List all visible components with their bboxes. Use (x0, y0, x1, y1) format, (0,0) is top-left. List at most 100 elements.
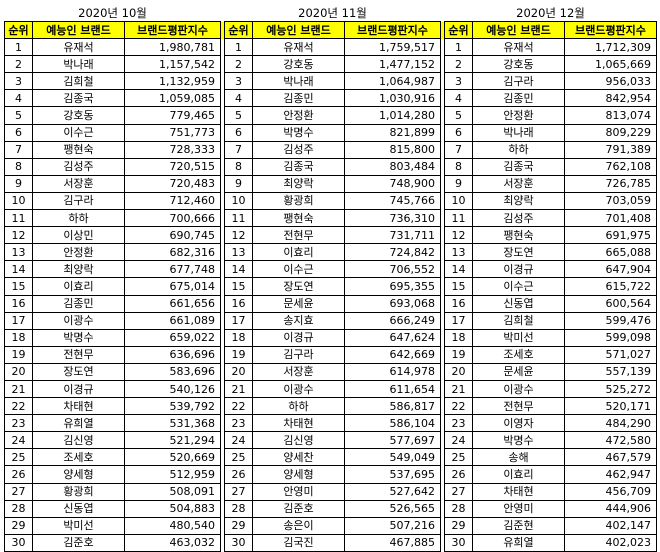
nov-reputation-index-cell: 577,697 (344, 431, 441, 450)
month-title-dec: 2020년 12월 (516, 6, 585, 20)
nov-brand-name-cell: 박나래 (252, 72, 345, 91)
nov-reputation-index-cell: 1,759,517 (344, 38, 441, 57)
nov-brand-name-cell: 이효리 (252, 243, 345, 262)
nov-rank-cell: 22 (224, 397, 253, 416)
dec-brand-name-cell: 이영자 (472, 414, 565, 433)
dec-rank-cell: 5 (444, 106, 473, 125)
table-row: 7 팽현숙 728,333 7 김성주 815,800 7 하하 791,389 (4, 140, 657, 159)
nov-brand-name-cell: 하하 (252, 397, 345, 416)
table-row: 10 김구라 712,460 10 황광희 745,766 10 최양락 703,059 (4, 191, 657, 211)
nov-brand-name-cell: 최양락 (252, 174, 345, 193)
oct-brand-name-cell: 이광수 (32, 311, 125, 330)
oct-reputation-index-cell: 540,126 (124, 379, 221, 399)
oct-brand-name-cell: 이경규 (32, 379, 125, 399)
oct-brand-name-cell: 강호동 (32, 106, 125, 125)
header-rank: 순위 (444, 20, 473, 40)
nov-reputation-index-cell: 815,800 (344, 140, 441, 159)
oct-rank-cell: 16 (4, 294, 33, 313)
nov-brand-name-cell: 김준호 (252, 499, 345, 518)
oct-brand-name-cell: 팽현숙 (32, 140, 125, 159)
oct-brand-name-cell: 조세호 (32, 448, 125, 467)
nov-rank-cell: 26 (224, 465, 253, 484)
oct-brand-name-cell: 안정환 (32, 243, 125, 262)
dec-reputation-index-cell: 600,564 (564, 294, 657, 313)
dec-rank-cell: 1 (444, 38, 473, 57)
nov-rank-cell: 11 (224, 209, 253, 228)
nov-brand-name-cell: 팽현숙 (252, 209, 345, 228)
nov-brand-name-cell: 서장훈 (252, 362, 345, 381)
dec-rank-cell: 29 (444, 516, 473, 535)
nov-brand-name-cell: 황광희 (252, 191, 345, 211)
dec-rank-cell: 24 (444, 431, 473, 450)
oct-brand-name-cell: 전현무 (32, 345, 125, 364)
table-row: 18 박명수 659,022 18 이경규 647,624 18 박미선 599,098 (4, 328, 657, 347)
dec-rank-cell: 28 (444, 499, 473, 518)
brand-reputation-table: 2020년 10월 2020년 11월 2020년 12월 순위 예능인 브랜드… (4, 6, 657, 552)
nov-reputation-index-cell: 803,484 (344, 157, 441, 176)
header-rank: 순위 (4, 20, 33, 40)
nov-reputation-index-cell: 1,030,916 (344, 89, 441, 108)
dec-brand-name-cell: 신동엽 (472, 294, 565, 313)
dec-reputation-index-cell: 456,709 (564, 482, 657, 501)
table-row: 15 이효리 675,014 15 장도연 695,355 15 이수근 615,722 (4, 277, 657, 296)
dec-reputation-index-cell: 791,389 (564, 140, 657, 159)
dec-brand-name-cell: 김성주 (472, 209, 565, 228)
dec-rank-cell: 22 (444, 397, 473, 416)
dec-brand-name-cell: 하하 (472, 140, 565, 159)
dec-brand-name-cell: 이수근 (472, 277, 565, 296)
oct-reputation-index-cell: 720,515 (124, 157, 221, 176)
oct-rank-cell: 21 (4, 379, 33, 399)
oct-rank-cell: 22 (4, 397, 33, 416)
oct-brand-name-cell: 하하 (32, 209, 125, 228)
nov-rank-cell: 7 (224, 140, 253, 159)
dec-brand-name-cell: 최양락 (472, 191, 565, 211)
oct-brand-name-cell: 신동엽 (32, 499, 125, 518)
nov-brand-name-cell: 전현무 (252, 226, 345, 245)
dec-rank-cell: 20 (444, 362, 473, 381)
dec-brand-name-cell: 송해 (472, 448, 565, 467)
dec-reputation-index-cell: 472,580 (564, 431, 657, 450)
nov-rank-cell: 2 (224, 55, 253, 74)
nov-rank-cell: 9 (224, 174, 253, 193)
oct-reputation-index-cell: 512,959 (124, 465, 221, 484)
dec-rank-cell: 6 (444, 123, 473, 142)
nov-brand-name-cell: 김구라 (252, 345, 345, 364)
dec-brand-name-cell: 차태현 (472, 482, 565, 501)
oct-reputation-index-cell: 690,745 (124, 226, 221, 245)
dec-brand-name-cell: 이광수 (472, 379, 565, 399)
oct-reputation-index-cell: 504,883 (124, 499, 221, 518)
oct-brand-name-cell: 최양락 (32, 260, 125, 279)
nov-reputation-index-cell: 748,900 (344, 174, 441, 193)
header-row: 순위 예능인 브랜드 브랜드평판지수 순위 예능인 브랜드 브랜드평판지수 순위… (4, 20, 657, 40)
nov-brand-name-cell: 양세형 (252, 465, 345, 484)
nov-brand-name-cell: 송은이 (252, 516, 345, 535)
nov-reputation-index-cell: 821,899 (344, 123, 441, 142)
dec-brand-name-cell: 문세윤 (472, 362, 565, 381)
nov-rank-cell: 16 (224, 294, 253, 313)
table-row: 8 김성주 720,515 8 김종국 803,484 8 김종국 762,108 (4, 157, 657, 176)
table-row: 4 김종국 1,059,085 4 김종민 1,030,916 4 김종민 842,954 (4, 89, 657, 108)
oct-rank-cell: 14 (4, 260, 33, 279)
nov-rank-cell: 30 (224, 533, 253, 552)
dec-rank-cell: 10 (444, 191, 473, 211)
dec-rank-cell: 8 (444, 157, 473, 176)
dec-brand-name-cell: 전현무 (472, 397, 565, 416)
nov-rank-cell: 4 (224, 89, 253, 108)
oct-reputation-index-cell: 700,666 (124, 209, 221, 228)
oct-rank-cell: 3 (4, 72, 33, 91)
nov-reputation-index-cell: 526,565 (344, 499, 441, 518)
oct-rank-cell: 26 (4, 465, 33, 484)
header-index: 브랜드평판지수 (344, 20, 441, 40)
month-title-row: 2020년 10월 2020년 11월 2020년 12월 (5, 6, 657, 22)
dec-reputation-index-cell: 402,023 (564, 533, 657, 552)
nov-reputation-index-cell: 724,842 (344, 243, 441, 262)
nov-reputation-index-cell: 666,249 (344, 311, 441, 330)
oct-rank-cell: 25 (4, 448, 33, 467)
dec-reputation-index-cell: 599,476 (564, 311, 657, 330)
dec-reputation-index-cell: 571,027 (564, 345, 657, 364)
oct-reputation-index-cell: 636,696 (124, 345, 221, 364)
oct-brand-name-cell: 장도연 (32, 362, 125, 381)
oct-brand-name-cell: 김종민 (32, 294, 125, 313)
dec-reputation-index-cell: 599,098 (564, 328, 657, 347)
oct-rank-cell: 15 (4, 277, 33, 296)
